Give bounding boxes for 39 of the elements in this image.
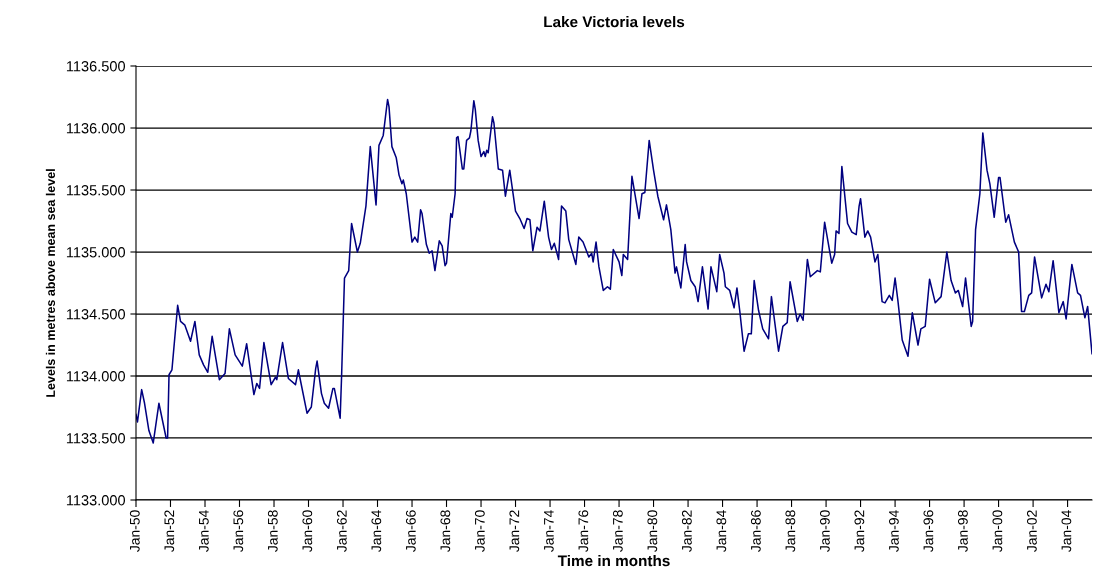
x-tick-label: Jan-88: [785, 510, 796, 552]
x-tick-label: Jan-92: [854, 510, 865, 552]
x-tick-label: Jan-64: [371, 510, 382, 552]
x-tick-label: Jan-62: [336, 510, 347, 552]
x-tick-label: Jan-72: [509, 510, 520, 552]
x-tick-label: Jan-50: [129, 510, 140, 552]
x-tick-label: Jan-00: [992, 510, 1003, 552]
x-tick-label: Jan-58: [267, 510, 278, 552]
x-tick-label: Jan-52: [164, 510, 175, 552]
x-tick-label: Jan-66: [405, 510, 416, 552]
x-tick-label: Jan-76: [578, 510, 589, 552]
x-axis-title: Time in months: [557, 554, 670, 567]
x-tick-label: Jan-78: [612, 510, 623, 552]
x-tick-label: Jan-90: [819, 510, 830, 552]
y-tick-label: 1133.500: [66, 433, 126, 444]
x-tick-label: Jan-94: [888, 510, 899, 552]
y-tick-label: 1134.000: [66, 371, 126, 382]
y-tick-label: 1133.000: [66, 495, 126, 506]
x-tick-label: Jan-82: [681, 510, 692, 552]
x-tick-label: Jan-80: [647, 510, 658, 552]
x-tick-label: Jan-68: [440, 510, 451, 552]
x-tick-label: Jan-04: [1061, 510, 1072, 552]
y-axis-title: Levels in metres above mean sea level: [45, 169, 56, 397]
y-tick-label: 1136.000: [66, 123, 126, 134]
x-tick-label: Jan-74: [544, 510, 554, 552]
x-tick-label: Jan-96: [923, 510, 934, 552]
x-tick-label: Jan-86: [750, 510, 761, 552]
x-tick-label: Jan-02: [1026, 510, 1037, 552]
x-tick-label: Jan-54: [199, 510, 209, 552]
chart-title: Lake Victoria levels: [544, 16, 685, 28]
x-tick-label: Jan-84: [716, 510, 727, 552]
x-tick-label: Jan-98: [957, 510, 968, 552]
x-tick-label: Jan-56: [233, 510, 244, 552]
x-tick-label: Jan-60: [302, 510, 313, 552]
y-tick-label: 1136.500: [66, 61, 126, 72]
x-tick-label: Jan-70: [474, 510, 485, 552]
y-tick-label: 1134.500: [66, 309, 126, 320]
y-tick-label: 1135.500: [66, 185, 126, 196]
y-tick-label: 1135.000: [66, 247, 126, 258]
